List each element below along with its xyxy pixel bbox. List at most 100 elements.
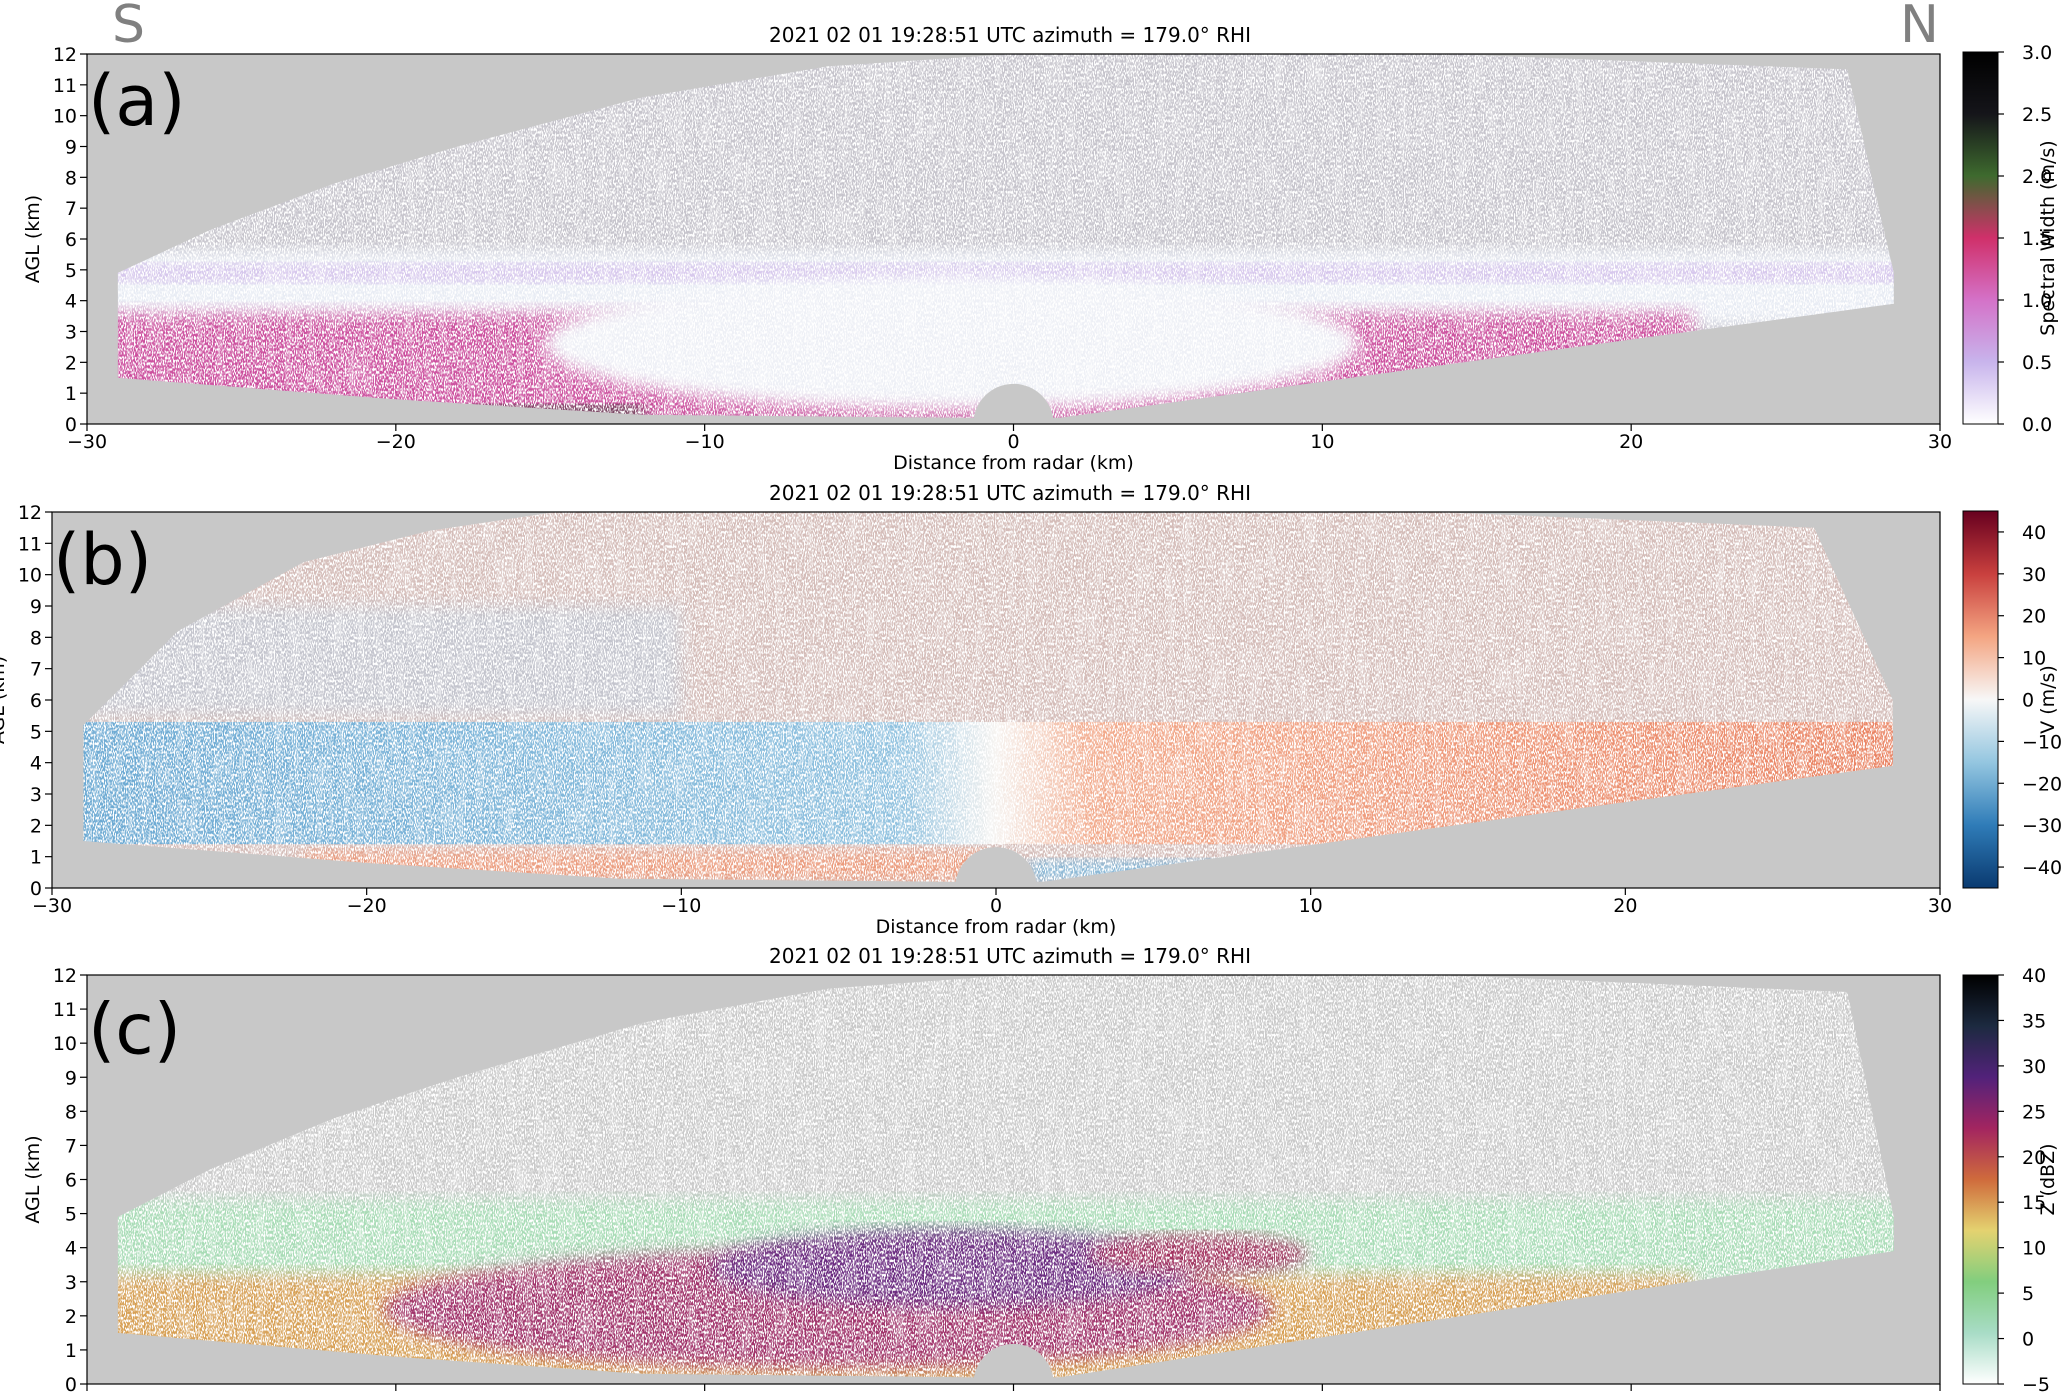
y-axis-label: AGL (km)	[22, 1135, 44, 1223]
colorbar-label: V (m/s)	[2037, 665, 2059, 734]
colorbar-tick-label: 10	[2022, 1238, 2046, 1260]
x-tick-label: 10	[1310, 1391, 1334, 1394]
y-tick-label: 0	[65, 414, 77, 436]
x-tick-label: 0	[1007, 431, 1019, 453]
y-tick-label: 6	[65, 229, 77, 251]
y-tick-label: 6	[65, 1170, 77, 1192]
panel-title: 2021 02 01 19:28:51 UTC azimuth = 179.0°…	[769, 23, 1251, 47]
y-tick-label: 2	[65, 352, 77, 374]
x-tick-label: 30	[1928, 895, 1952, 917]
y-axis-label: AGL (km)	[0, 656, 9, 744]
x-tick-label: −20	[376, 431, 416, 453]
colorbar-tick-label: 40	[2022, 965, 2046, 987]
y-tick-label: 8	[30, 627, 42, 649]
y-tick-label: 1	[65, 1340, 77, 1362]
colorbar-tick-label: −30	[2022, 815, 2062, 837]
panel-2: −30 −20 −10 0 10 20 300123456789101112Distance…	[0, 481, 2062, 938]
colorbar-tick-label: −40	[2022, 857, 2062, 879]
colorbar-tick-label: −5	[2022, 1374, 2050, 1394]
colorbar-tick-label: 0	[2022, 1329, 2034, 1351]
colorbar-tick-label: 15	[2022, 1192, 2046, 1214]
panel-3: −30−20−1001020300123456789101112Distance…	[22, 944, 2059, 1394]
colorbar-tick-label: 40	[2022, 522, 2046, 544]
y-tick-label: 0	[30, 878, 42, 900]
colorbar-tick-label: 30	[2022, 564, 2046, 586]
x-tick-label: 0	[990, 895, 1002, 917]
panel-title: 2021 02 01 19:28:51 UTC azimuth = 179.0°…	[769, 944, 1251, 968]
x-axis-label: Distance from radar (km)	[893, 452, 1134, 474]
y-tick-label: 11	[18, 533, 42, 555]
y-tick-label: 9	[30, 596, 42, 618]
y-tick-label: 4	[30, 753, 42, 775]
y-tick-label: 4	[65, 291, 77, 313]
x-tick-label: −10	[685, 431, 725, 453]
panel-label: (a)	[88, 60, 186, 142]
panel-label: (b)	[53, 519, 152, 601]
y-tick-label: 2	[65, 1306, 77, 1328]
colorbar-tick-label: 25	[2022, 1101, 2046, 1123]
x-tick-label: 20	[1613, 895, 1637, 917]
colorbar-tick-label: 2.0	[2022, 166, 2052, 188]
y-tick-label: 10	[18, 565, 42, 587]
y-tick-label: 6	[30, 690, 42, 712]
colorbar-tick-label: 30	[2022, 1056, 2046, 1078]
x-tick-label: −10	[685, 1391, 725, 1394]
x-tick-label: −30	[67, 431, 107, 453]
y-tick-label: 3	[65, 1272, 77, 1294]
y-tick-label: 9	[65, 137, 77, 159]
colorbar-tick-label: −20	[2022, 773, 2062, 795]
panel-label: (c)	[88, 988, 181, 1070]
colorbar-tick-label: 1.5	[2022, 228, 2052, 250]
panels: −30 −20 −10 0 10 20 300123456789101112Distance…	[0, 23, 2062, 1394]
x-tick-label: 20	[1619, 431, 1643, 453]
colorbar-tick-label: 0.0	[2022, 414, 2052, 436]
colorbar-tick-label: −10	[2022, 731, 2062, 753]
colorbar-tick-label: 10	[2022, 648, 2046, 670]
colorbar-tick-label: 20	[2022, 1147, 2046, 1169]
colorbar-tick-label: 5	[2022, 1283, 2034, 1305]
colorbar	[1962, 510, 1999, 889]
y-tick-label: 12	[53, 44, 77, 66]
colorbar-tick-label: 35	[2022, 1010, 2046, 1032]
y-tick-label: 1	[65, 383, 77, 405]
y-tick-label: 11	[53, 75, 77, 97]
x-tick-label: 30	[1928, 431, 1952, 453]
x-tick-label: 10	[1310, 431, 1334, 453]
colorbar	[1962, 51, 1999, 425]
y-tick-label: 8	[65, 1101, 77, 1123]
y-tick-label: 1	[30, 847, 42, 869]
y-tick-label: 10	[53, 106, 77, 128]
y-tick-label: 7	[65, 198, 77, 220]
y-tick-label: 10	[53, 1033, 77, 1055]
compass-south: S	[112, 0, 145, 55]
x-tick-label: 10	[1299, 895, 1323, 917]
compass-north: N	[1900, 0, 1939, 55]
x-tick-label: −30	[32, 895, 72, 917]
y-axis-label: AGL (km)	[22, 195, 44, 283]
x-tick-label: −20	[376, 1391, 416, 1394]
x-tick-label: 20	[1619, 1391, 1643, 1394]
y-tick-label: 3	[30, 784, 42, 806]
y-tick-label: 2	[30, 815, 42, 837]
y-tick-label: 5	[65, 1204, 77, 1226]
colorbar-tick-label: 1.0	[2022, 290, 2052, 312]
y-tick-label: 0	[65, 1374, 77, 1394]
colorbar-tick-label: 3.0	[2022, 42, 2052, 64]
y-tick-label: 4	[65, 1238, 77, 1260]
radar-blind-zone	[973, 383, 1054, 424]
x-tick-label: −10	[661, 895, 701, 917]
panel-1: −30 −20 −10 0 10 20 300123456789101112Distance…	[22, 23, 2059, 474]
y-tick-label: 8	[65, 167, 77, 189]
y-tick-label: 5	[30, 721, 42, 743]
colorbar-label: Z (dBZ)	[2037, 1144, 2059, 1216]
y-tick-label: 12	[53, 965, 77, 987]
colorbar-tick-label: 2.5	[2022, 104, 2052, 126]
radar-blind-zone	[973, 1343, 1054, 1384]
x-tick-label: 0	[1007, 1391, 1019, 1394]
x-tick-label: −30	[67, 1391, 107, 1394]
colorbar-tick-label: 0.5	[2022, 352, 2052, 374]
colorbar	[1962, 974, 1999, 1385]
y-tick-label: 5	[65, 260, 77, 282]
panel-title: 2021 02 01 19:28:51 UTC azimuth = 179.0°…	[769, 481, 1251, 505]
